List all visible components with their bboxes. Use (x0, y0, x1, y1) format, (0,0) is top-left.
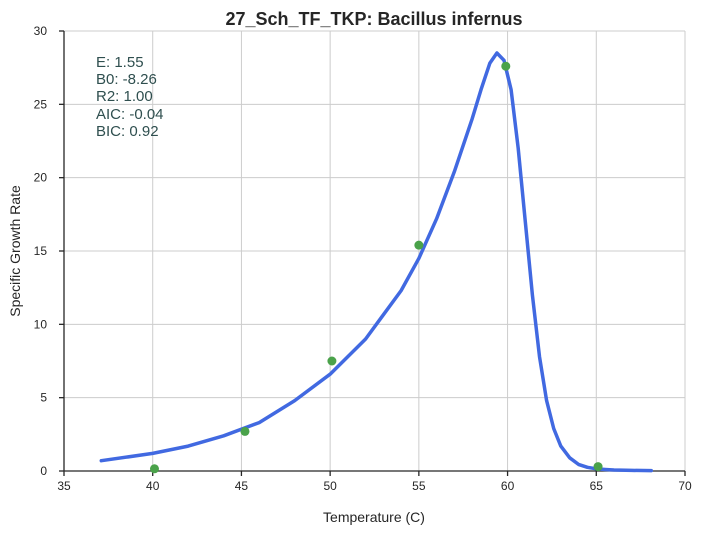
y-tick-label: 20 (34, 171, 48, 185)
x-tick-label: 40 (146, 479, 160, 493)
y-tick-label: 30 (34, 24, 48, 38)
data-point (501, 61, 511, 71)
data-point (414, 240, 424, 250)
data-point (593, 462, 603, 472)
stat-bic: BIC: 0.92 (96, 123, 159, 140)
x-tick-label: 45 (235, 479, 249, 493)
x-tick-label: 50 (323, 479, 337, 493)
data-point (149, 464, 159, 474)
y-tick-label: 0 (40, 464, 47, 478)
x-tick-label: 60 (501, 479, 515, 493)
axes: 35 40 45 50 55 60 65 70 0 5 10 15 20 25 30 (34, 24, 692, 493)
y-tick-label: 5 (40, 391, 47, 405)
x-tick-label: 65 (590, 479, 604, 493)
data-points (149, 61, 603, 474)
y-tick-label: 10 (34, 317, 48, 331)
stat-e: E: 1.55 (96, 54, 144, 71)
stat-aic: AIC: -0.04 (96, 106, 164, 123)
fit-curve (99, 51, 654, 473)
x-tick-label: 55 (412, 479, 426, 493)
fit-statistics: E: 1.55 B0: -8.26 R2: 1.00 AIC: -0.04 BI… (96, 54, 164, 140)
x-axis-label: Temperature (C) (323, 509, 425, 525)
x-tick-label: 35 (57, 479, 71, 493)
y-axis-label: Specific Growth Rate (7, 185, 23, 317)
x-tick-label: 70 (678, 479, 692, 493)
data-point (327, 356, 337, 366)
chart-title: 27_Sch_TF_TKP: Bacillus infernus (225, 9, 522, 29)
stat-b0: B0: -8.26 (96, 71, 157, 88)
stat-r2: R2: 1.00 (96, 88, 153, 105)
y-tick-label: 25 (34, 97, 48, 111)
data-point (240, 426, 250, 436)
fit-curve-group (99, 51, 654, 473)
y-tick-label: 15 (34, 244, 48, 258)
